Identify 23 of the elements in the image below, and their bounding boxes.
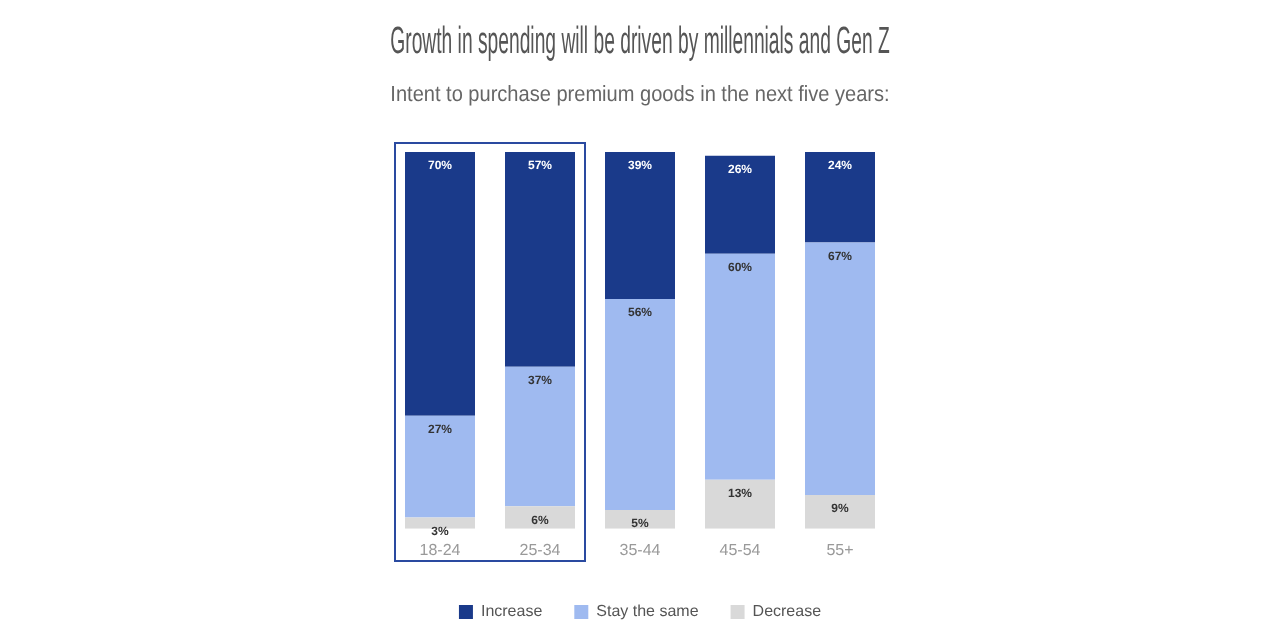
- legend-label: Increase: [480, 602, 544, 621]
- bar: [805, 494, 875, 529]
- bar: [805, 152, 875, 243]
- bar: [405, 415, 475, 518]
- x-tick-label: 35-44: [619, 540, 662, 559]
- bar: [605, 298, 675, 510]
- x-tick-label: 45-54: [719, 540, 762, 559]
- chart-title: Growth in spending will be driven by millennials and Gen Z: [390, 20, 890, 64]
- x-tick-label: 18-24: [419, 540, 462, 559]
- legend-label: Decrease: [752, 602, 823, 621]
- bar: [705, 479, 775, 529]
- bar: [405, 517, 475, 529]
- bar: [505, 152, 575, 367]
- bar: [705, 155, 775, 254]
- bar: [605, 152, 675, 299]
- legend-label: Stay the same: [596, 602, 700, 621]
- bar: [805, 242, 875, 495]
- x-tick-label: 55+: [826, 540, 855, 559]
- chart-subtitle: Intent to purchase premium goods in the next five years:: [390, 82, 890, 108]
- bar: [505, 366, 575, 507]
- bar: [705, 253, 775, 480]
- x-tick-label: 25-34: [519, 540, 562, 559]
- bar: [405, 152, 475, 416]
